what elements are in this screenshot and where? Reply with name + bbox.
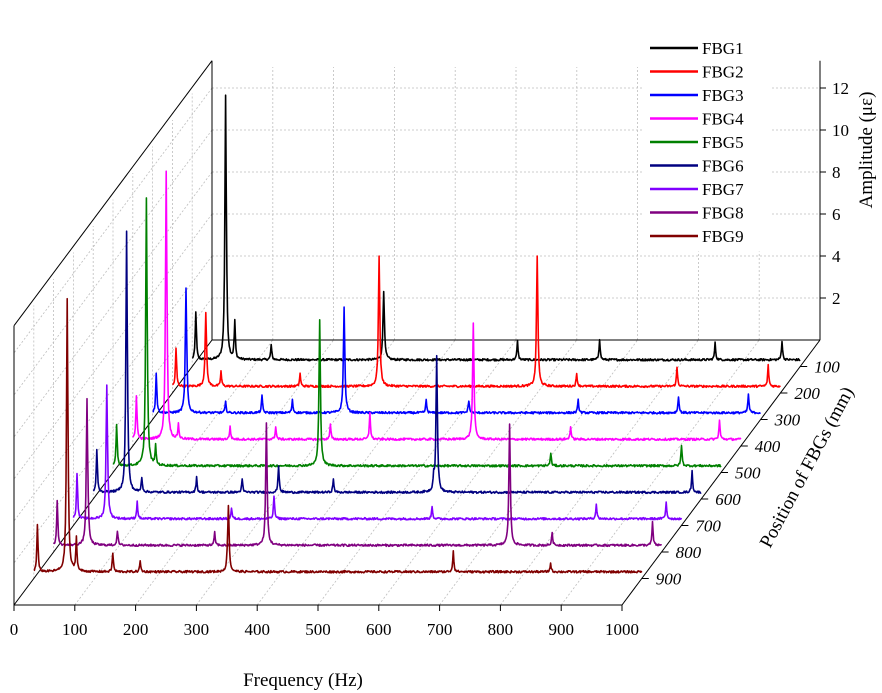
series-line-fbg6 bbox=[92, 230, 702, 495]
series-line-fbg3 bbox=[152, 287, 761, 415]
z-tick-label: 300 bbox=[774, 411, 801, 430]
x-tick-label: 1000 bbox=[605, 620, 639, 639]
z-tick-label: 400 bbox=[755, 437, 781, 456]
legend-label: FBG8 bbox=[702, 204, 744, 223]
z-tick-label: 800 bbox=[676, 543, 702, 562]
y-tick-label: 6 bbox=[832, 205, 841, 224]
z-tick-label: 600 bbox=[715, 490, 741, 509]
x-axis-title: Frequency (Hz) bbox=[243, 670, 363, 691]
legend-label: FBG7 bbox=[702, 180, 744, 199]
sidewall-gridline-y bbox=[13, 171, 213, 438]
x-tick-label: 200 bbox=[123, 620, 149, 639]
x-tick-label: 900 bbox=[548, 620, 574, 639]
z-tick-label: 100 bbox=[814, 358, 840, 377]
sidewall-gridline-y bbox=[13, 255, 213, 522]
sidewall-gridline-y bbox=[13, 87, 213, 354]
sidewall-gridline-y bbox=[13, 297, 213, 564]
legend-label: FBG9 bbox=[702, 227, 744, 246]
z-tick-label: 500 bbox=[735, 464, 761, 483]
legend-label: FBG3 bbox=[702, 86, 744, 105]
x-tick-label: 500 bbox=[305, 620, 331, 639]
x-tick-label: 700 bbox=[427, 620, 453, 639]
legend: FBG1 FBG2 FBG3 FBG4 FBG5 FBG6 FBG7 FBG8 FBG9 bbox=[642, 28, 772, 252]
z-tick-label: 700 bbox=[695, 517, 721, 536]
z-axis-title: Position of FBGs (mm) bbox=[756, 383, 859, 551]
sidewall-gridline-y bbox=[13, 213, 213, 480]
series-line-fbg2 bbox=[172, 255, 781, 389]
z-tick-label: 200 bbox=[794, 384, 820, 403]
x-tick-label: 400 bbox=[244, 620, 270, 639]
side-top-edge bbox=[13, 60, 213, 326]
legend-label: FBG2 bbox=[702, 63, 744, 82]
series-line-fbg9 bbox=[33, 297, 643, 574]
x-tick-label: 300 bbox=[184, 620, 210, 639]
floor-gridline-x bbox=[500, 339, 699, 606]
x-tick-label: 800 bbox=[488, 620, 514, 639]
floor-gridline-x bbox=[196, 339, 395, 606]
series-line-fbg4 bbox=[132, 170, 742, 442]
sidewall-gridline-y bbox=[13, 129, 213, 396]
floor-gridline-x bbox=[439, 339, 638, 606]
grid-layer bbox=[13, 67, 821, 606]
floor-gridline-x bbox=[378, 339, 578, 606]
floor-gridline-x bbox=[256, 339, 456, 606]
legend-label: FBG6 bbox=[702, 157, 744, 176]
series-line-fbg8 bbox=[52, 397, 663, 548]
floor-gridline-x bbox=[74, 339, 274, 606]
axes-layer bbox=[13, 60, 826, 611]
series-layer bbox=[33, 94, 801, 574]
x-tick-label: 0 bbox=[10, 620, 19, 639]
floor-gridline-x bbox=[560, 339, 760, 606]
legend-label: FBG4 bbox=[702, 110, 744, 129]
floor-gridline-x bbox=[317, 339, 517, 606]
x-tick-label: 600 bbox=[366, 620, 392, 639]
y-tick-label: 4 bbox=[832, 247, 841, 266]
y-axis-title: Amplitude (με) bbox=[856, 92, 877, 209]
z-tick-label: 900 bbox=[656, 570, 682, 589]
legend-label: FBG1 bbox=[702, 39, 744, 58]
series-line-fbg7 bbox=[72, 384, 683, 521]
y-tick-label: 8 bbox=[832, 163, 841, 182]
legend-label: FBG5 bbox=[702, 133, 744, 152]
labels-layer: 0 100 200 300 400 500 600 700 800 900 1000 2 4 6 8 10 12… bbox=[10, 79, 849, 639]
y-tick-label: 10 bbox=[832, 121, 849, 140]
floor-gridline-x bbox=[135, 339, 334, 606]
series-line-fbg1 bbox=[192, 94, 801, 362]
legend-box bbox=[642, 28, 772, 252]
y-tick-label: 2 bbox=[832, 289, 841, 308]
x-tick-label: 100 bbox=[62, 620, 88, 639]
series-line-fbg5 bbox=[112, 197, 722, 468]
y-tick-label: 12 bbox=[832, 79, 849, 98]
